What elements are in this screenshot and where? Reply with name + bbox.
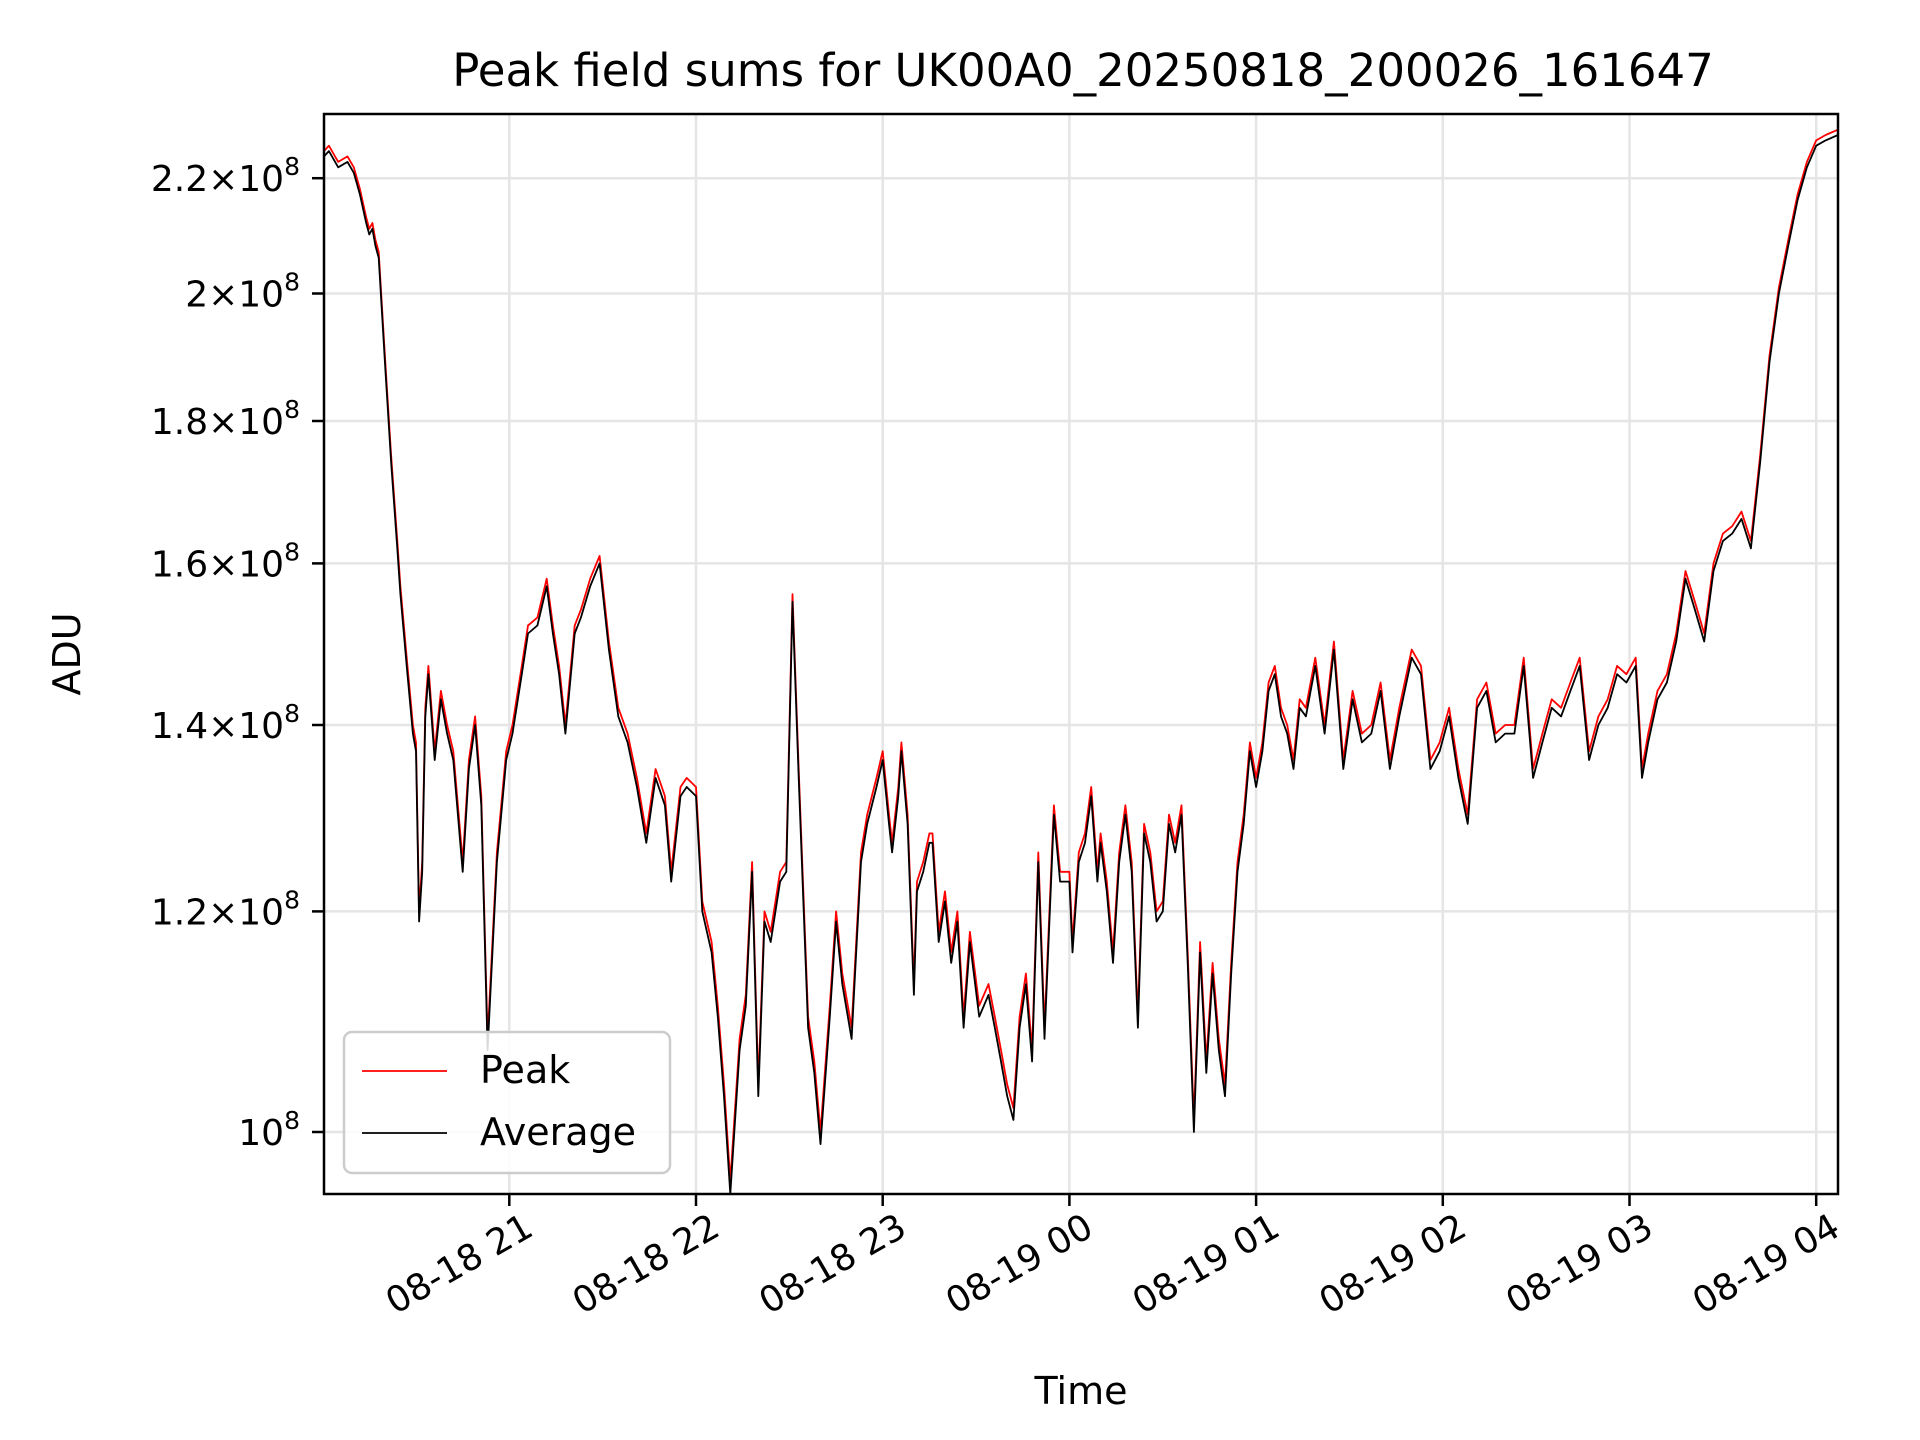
y-tick-times: ×10: [208, 402, 284, 443]
y-tick-times: ×10: [208, 544, 284, 585]
y-tick-times: ×10: [208, 159, 284, 200]
y-axis-label: ADU: [45, 612, 89, 695]
plot-frame: [322, 112, 1840, 1196]
y-tick-mantissa: 2: [185, 275, 208, 316]
chart-title: Peak field sums for UK00A0_20250818_2000…: [452, 44, 1714, 97]
y-tick-label: 1.2×108: [151, 885, 300, 933]
y-tick-mantissa: 1.8: [151, 402, 208, 443]
y-tick-exponent: 8: [284, 268, 300, 297]
legend-box: [342, 1030, 672, 1175]
y-tick-label: 1.8×108: [151, 395, 300, 443]
y-tick-exponent: 8: [284, 699, 300, 728]
y-tick-mantissa: 2.2: [151, 159, 208, 200]
y-tick-exponent: 8: [284, 395, 300, 424]
y-tick-mantissa: 1.4: [151, 706, 208, 747]
x-axis-label: Time: [1034, 1369, 1128, 1413]
y-tick-exponent: 8: [284, 885, 300, 914]
legend-label-average: Average: [480, 1110, 636, 1154]
y-tick-label: 1.6×108: [151, 537, 300, 585]
legend: Peak Average: [342, 1030, 672, 1175]
y-tick-label: 108: [238, 1106, 300, 1154]
y-tick-exponent: 8: [284, 537, 300, 566]
y-tick-label: 2.2×108: [151, 152, 300, 200]
y-tick-times: ×10: [208, 275, 284, 316]
legend-label-peak: Peak: [480, 1048, 570, 1092]
series-lines: [324, 128, 1838, 1194]
y-axis-ticks: 1081.2×1081.4×1081.6×1081.8×1082×1082.2×…: [151, 152, 324, 1154]
y-tick-exponent: 8: [284, 1106, 300, 1135]
y-tick-mantissa: 1.6: [151, 544, 208, 585]
y-tick-mantissa: 1.2: [151, 892, 208, 933]
y-tick-times: ×10: [208, 706, 284, 747]
y-tick-exponent: 8: [284, 152, 300, 181]
series-line-average: [324, 134, 1838, 1194]
y-tick-label: 2×108: [185, 268, 300, 316]
y-tick-label: 1.4×108: [151, 699, 300, 747]
y-tick-base: 10: [238, 1113, 284, 1154]
y-tick-times: ×10: [208, 892, 284, 933]
